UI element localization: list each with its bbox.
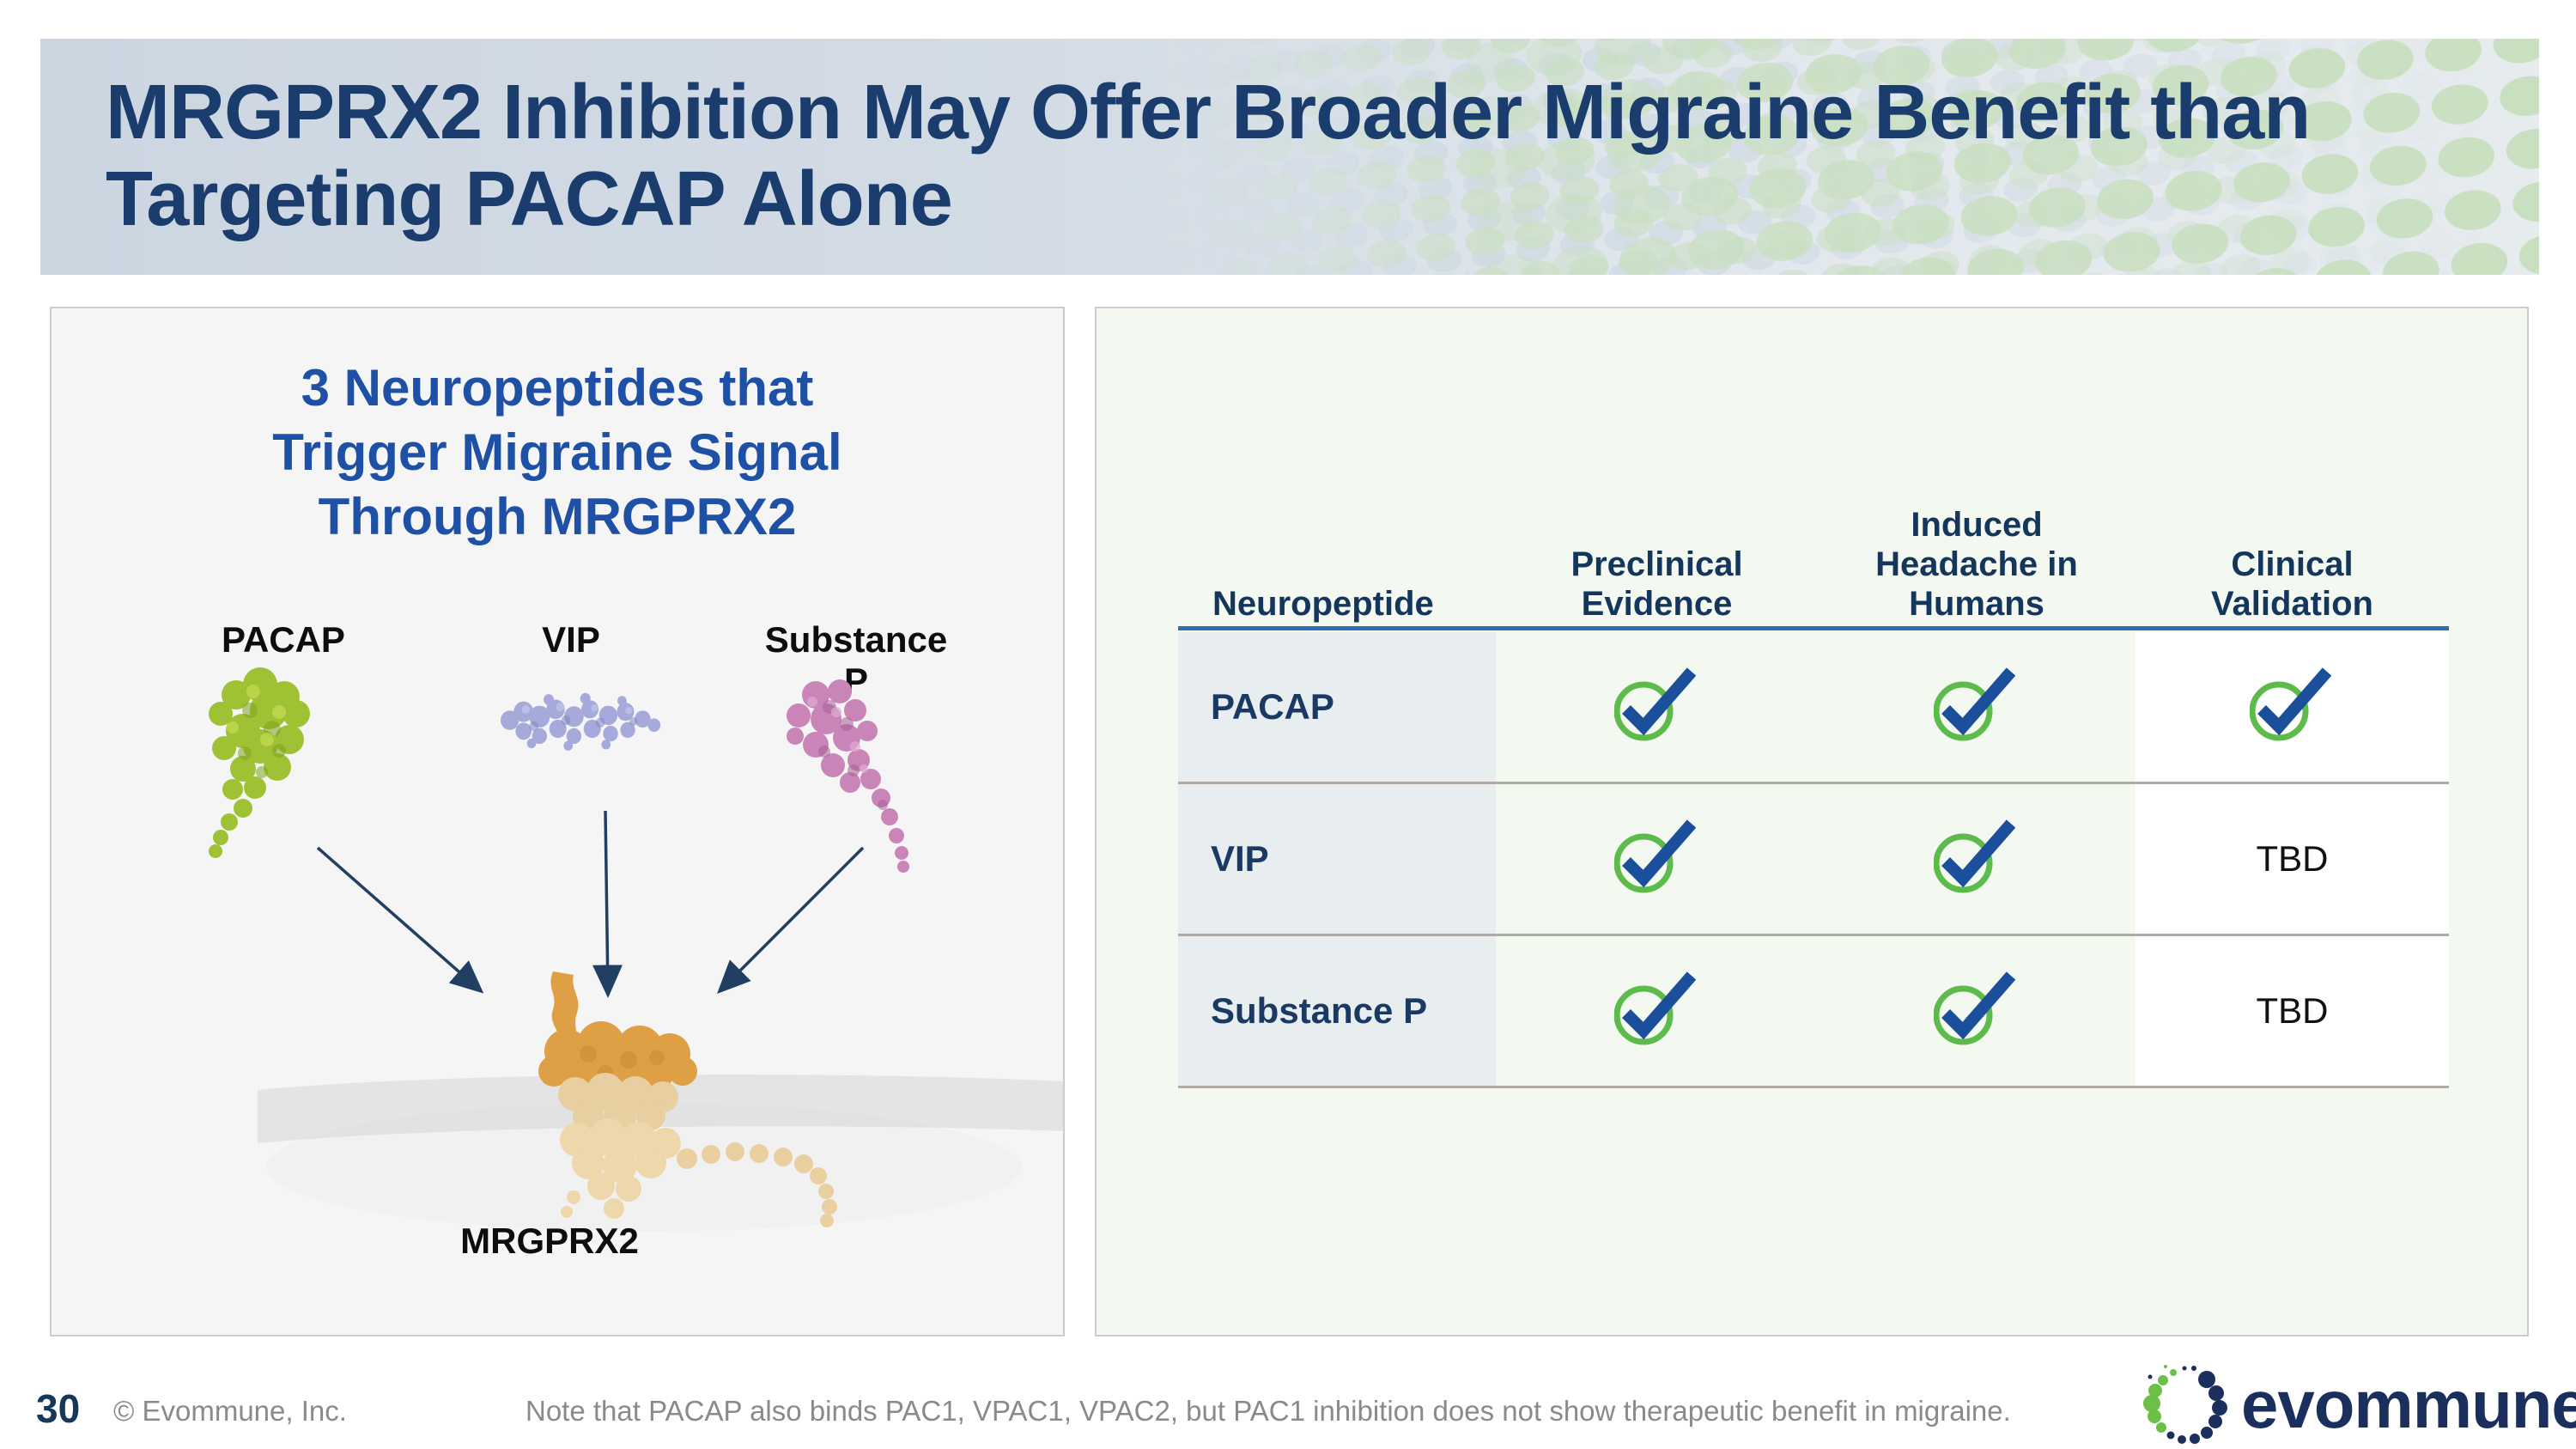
tbd-value: TBD <box>2256 990 2329 1031</box>
page-number: 30 <box>36 1386 81 1431</box>
migraine-signal-figure <box>209 667 1063 1232</box>
evommune-logo: evommune <box>2140 1357 2576 1449</box>
vip-molecule <box>501 692 661 751</box>
substance-p-label: Substance P <box>764 619 948 701</box>
column-header-clinical-validation: Clinical Validation <box>2211 545 2373 623</box>
signal-arrows <box>316 810 865 998</box>
pacap-molecule <box>209 667 310 858</box>
row-separator <box>1178 934 2449 936</box>
row-label-pacap: PACAP <box>1211 686 1334 727</box>
halftone-dots-pattern <box>1036 39 2539 275</box>
header-band: MRGPRX2 Inhibition May Offer Broader Mig… <box>40 39 2539 275</box>
row-label-substance-p: Substance P <box>1211 990 1428 1031</box>
substance-p-molecule <box>787 679 909 873</box>
tbd-value: TBD <box>2256 838 2329 879</box>
check-icon <box>1934 819 2016 893</box>
check-icon <box>1934 667 2016 741</box>
check-icon <box>1613 819 1696 893</box>
check-icon <box>1613 667 1696 741</box>
evidence-table-panel: Neuropeptide Preclinical Evidence Induce… <box>1095 307 2529 1336</box>
logo-dots-icon <box>2143 1365 2227 1444</box>
column-header-induced-headache: Induced Headache in Humans <box>1875 506 2078 623</box>
neuropeptide-figure-panel: 3 Neuropeptides that Trigger Migraine Si… <box>50 307 1065 1336</box>
footnote: Note that PACAP also binds PAC1, VPAC1, … <box>526 1395 2011 1427</box>
logo-text: evommune <box>2241 1366 2576 1442</box>
vip-label: VIP <box>542 619 600 660</box>
table-row-substance-p: Substance P TBD <box>1097 936 2527 1086</box>
mrgprx2-receptor-label: MRGPRX2 <box>460 1221 639 1261</box>
table-row-vip: VIP TBD <box>1097 784 2527 934</box>
slide-title: MRGPRX2 Inhibition May Offer Broader Mig… <box>106 70 2311 242</box>
row-label-vip: VIP <box>1211 838 1269 879</box>
copyright-text: © Evommune, Inc. <box>113 1395 347 1427</box>
check-icon <box>1613 971 1696 1045</box>
figure-heading: 3 Neuropeptides that Trigger Migraine Si… <box>272 359 842 545</box>
mrgprx2-receptor <box>538 971 837 1227</box>
table-row-pacap: PACAP <box>1097 632 2527 782</box>
pacap-label: PACAP <box>222 619 345 660</box>
header-underline <box>1178 626 2449 630</box>
check-icon <box>1934 971 2016 1045</box>
column-header-neuropeptide: Neuropeptide <box>1212 585 1434 623</box>
row-separator <box>1178 1086 2449 1088</box>
check-icon <box>2249 667 2331 741</box>
column-header-preclinical-evidence: Preclinical Evidence <box>1571 545 1743 623</box>
row-separator <box>1178 782 2449 784</box>
